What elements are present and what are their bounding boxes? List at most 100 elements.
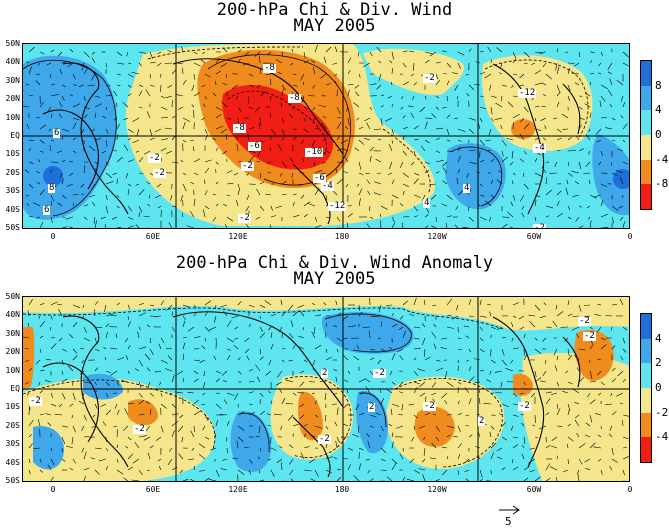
wind-vector [445, 222, 448, 228]
wind-vector [622, 326, 628, 331]
wind-vector [402, 476, 405, 481]
wind-vector [378, 73, 382, 82]
wind-vector [380, 205, 389, 210]
wind-vector [573, 389, 580, 394]
wind-vector [288, 359, 294, 362]
wind-vector [160, 73, 162, 78]
wind-vector [457, 365, 459, 372]
wind-vector [413, 386, 418, 394]
wind-vector [281, 311, 287, 317]
wind-vector [487, 304, 492, 306]
wind-vector [269, 78, 272, 86]
wind-vector [135, 150, 140, 153]
wind-vector [446, 114, 451, 119]
wind-vector [402, 150, 408, 156]
wind-vector [379, 213, 382, 218]
wind-vector [479, 72, 485, 75]
wind-vector [388, 423, 393, 427]
wind-vector [457, 412, 462, 416]
wind-vector [325, 46, 332, 53]
wind-vector [369, 146, 375, 152]
wind-vector [435, 95, 440, 99]
wind-vector [221, 370, 228, 376]
wind-vector [39, 124, 47, 130]
wind-vector [380, 105, 384, 108]
wind-vector [598, 72, 602, 75]
wind-vector [433, 324, 437, 328]
wind-vector [312, 303, 316, 306]
longitude-label: 120E [228, 232, 248, 241]
wind-vector [144, 150, 151, 155]
wind-vector [421, 337, 426, 346]
wind-vector [413, 425, 415, 430]
wind-vector [127, 466, 133, 471]
wind-vector [25, 359, 30, 362]
wind-vector [311, 59, 316, 64]
top-contour-label: 4 [463, 183, 471, 193]
wind-vector [512, 414, 519, 417]
wind-vector [334, 46, 338, 53]
wind-vector [545, 398, 551, 405]
wind-vector [121, 380, 129, 383]
wind-vector [574, 82, 580, 86]
wind-vector [622, 414, 629, 417]
wind-vector [378, 60, 382, 64]
wind-vector [312, 359, 316, 367]
bottom-contour-label: -2 [373, 368, 386, 378]
wind-vector [168, 392, 173, 395]
wind-vector [149, 51, 153, 59]
wind-vector [201, 345, 206, 350]
wind-vector [454, 84, 459, 91]
wind-vector [57, 304, 63, 306]
wind-vector [226, 447, 228, 454]
wind-vector [277, 144, 283, 152]
wind-vector [267, 425, 272, 427]
wind-vector [369, 83, 377, 86]
wind-vector [298, 183, 305, 187]
wind-vector [489, 216, 492, 222]
wind-vector [37, 418, 41, 427]
wind-vector [58, 308, 63, 317]
wind-vector [542, 137, 547, 141]
latitude-label: 30N [5, 328, 20, 338]
wind-vector [248, 106, 254, 110]
wind-vector [490, 442, 497, 449]
wind-vector [171, 69, 177, 75]
wind-vector [164, 127, 173, 130]
wind-vector [463, 325, 470, 328]
wind-vector [33, 202, 41, 207]
wind-vector [413, 297, 417, 306]
wind-vector [320, 381, 327, 383]
wind-vector [413, 215, 419, 218]
wind-vector [46, 106, 52, 114]
wind-vector [420, 145, 426, 152]
wind-vector [270, 469, 275, 478]
wind-vector [50, 315, 53, 320]
wind-vector [567, 313, 573, 317]
wind-vector [619, 298, 624, 306]
wind-vector [26, 194, 30, 197]
bottom-colorbar-segment [641, 363, 651, 388]
wind-vector [490, 95, 497, 98]
wind-vector [501, 337, 506, 339]
wind-vector [50, 403, 57, 407]
wind-vector [113, 90, 118, 97]
wind-vector [122, 101, 129, 108]
wind-vector [223, 380, 228, 383]
wind-vector [600, 116, 607, 119]
wind-vector [61, 95, 65, 102]
wind-vector [28, 216, 33, 218]
longitude-label: 0 [627, 232, 633, 241]
wind-vector [578, 443, 586, 449]
wind-vector [453, 436, 459, 438]
wind-vector [303, 117, 306, 122]
wind-vector [609, 104, 613, 108]
wind-vector [357, 425, 360, 433]
wind-vector [512, 466, 519, 471]
wind-vector [79, 370, 85, 375]
wind-vector [104, 304, 107, 312]
wind-vector [520, 414, 525, 416]
wind-vector [314, 425, 323, 429]
wind-vector [476, 171, 481, 174]
wind-vector [46, 62, 52, 66]
